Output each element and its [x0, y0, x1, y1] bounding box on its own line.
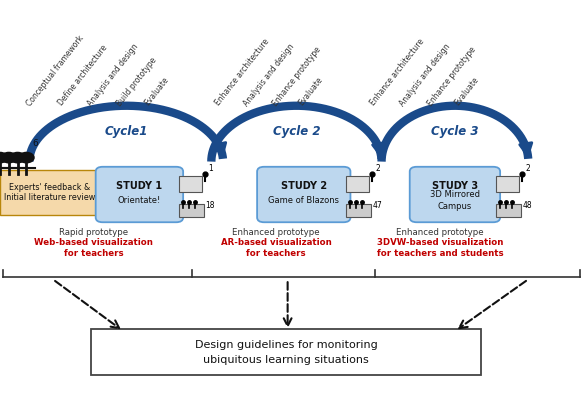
Text: Cycle1: Cycle1 [104, 124, 148, 138]
Text: Enhance prototype: Enhance prototype [426, 45, 478, 108]
FancyBboxPatch shape [410, 167, 500, 222]
Text: Enhance architecture: Enhance architecture [369, 38, 426, 108]
Circle shape [0, 152, 8, 163]
Text: Analysis and design: Analysis and design [86, 42, 140, 108]
Text: 2: 2 [525, 164, 530, 173]
Text: Cycle 2: Cycle 2 [273, 124, 320, 138]
Text: Enhance architecture: Enhance architecture [213, 38, 271, 108]
Text: Evaluate: Evaluate [297, 76, 325, 108]
Text: Analysis and design: Analysis and design [242, 42, 296, 108]
FancyBboxPatch shape [179, 176, 202, 192]
Text: 3DVW-based visualization: 3DVW-based visualization [377, 238, 504, 247]
Text: Enhanced prototype: Enhanced prototype [232, 227, 320, 237]
Circle shape [1, 152, 16, 163]
Text: Rapid prototype: Rapid prototype [59, 227, 129, 237]
Text: Analysis and design: Analysis and design [398, 42, 452, 108]
Text: Web-based visualization: Web-based visualization [35, 238, 153, 247]
Text: for teachers and students: for teachers and students [377, 249, 504, 258]
Text: Game of Blazons: Game of Blazons [268, 196, 339, 205]
Text: 18: 18 [205, 201, 215, 210]
Text: 6: 6 [32, 138, 38, 148]
FancyBboxPatch shape [179, 204, 204, 217]
Text: 47: 47 [373, 201, 383, 210]
Text: 48: 48 [522, 201, 532, 210]
Text: STUDY 1: STUDY 1 [116, 181, 163, 191]
Text: Evaluate: Evaluate [453, 76, 480, 108]
FancyBboxPatch shape [91, 329, 481, 375]
Text: STUDY 2: STUDY 2 [281, 181, 327, 191]
FancyBboxPatch shape [0, 170, 100, 215]
Text: for teachers: for teachers [64, 249, 124, 258]
Text: Enhanced prototype: Enhanced prototype [396, 227, 484, 237]
Text: Experts' feedback &
Initial literature review: Experts' feedback & Initial literature r… [4, 183, 96, 202]
Text: for teachers: for teachers [246, 249, 306, 258]
Text: 2: 2 [376, 164, 380, 173]
Text: Build prototype: Build prototype [115, 55, 158, 108]
Text: 3D Mirrored
Campus: 3D Mirrored Campus [430, 190, 480, 211]
FancyBboxPatch shape [346, 176, 369, 192]
FancyBboxPatch shape [346, 204, 371, 217]
Text: Conceptual framework: Conceptual framework [25, 34, 86, 108]
Text: STUDY 3: STUDY 3 [432, 181, 478, 191]
Text: Evaluate: Evaluate [143, 76, 170, 108]
Text: AR-based visualization: AR-based visualization [221, 238, 331, 247]
Text: Define architecture: Define architecture [56, 44, 109, 108]
Text: Enhance prototype: Enhance prototype [271, 45, 322, 108]
FancyBboxPatch shape [496, 204, 521, 217]
FancyBboxPatch shape [96, 167, 183, 222]
FancyBboxPatch shape [496, 176, 519, 192]
Circle shape [10, 152, 25, 163]
Text: Design guidelines for monitoring
ubiquitous learning situations: Design guidelines for monitoring ubiquit… [195, 340, 377, 365]
Circle shape [19, 152, 34, 163]
Text: 1: 1 [208, 164, 213, 173]
FancyBboxPatch shape [257, 167, 350, 222]
Text: Orientate!: Orientate! [118, 196, 161, 205]
Text: Cycle 3: Cycle 3 [431, 124, 478, 138]
